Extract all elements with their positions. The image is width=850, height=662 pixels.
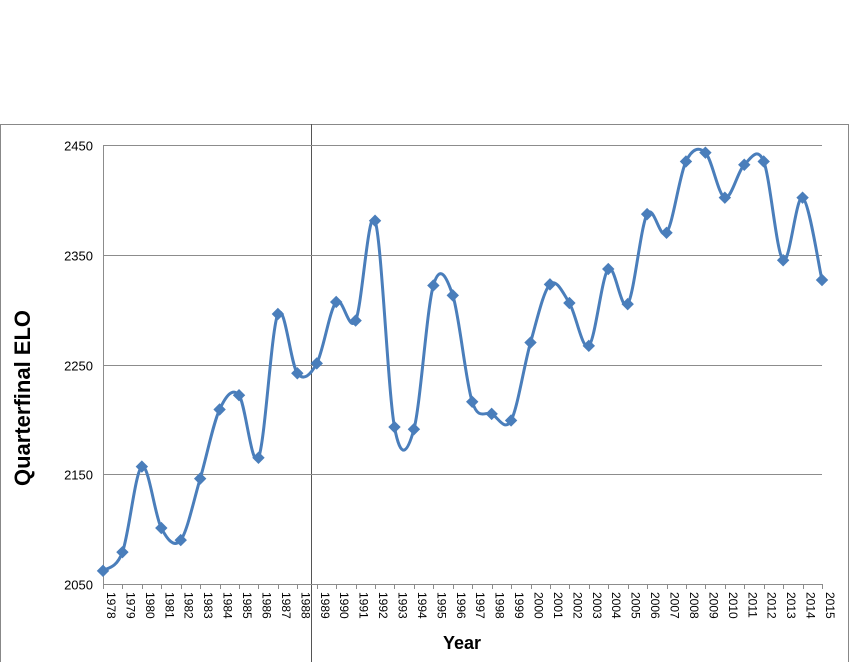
- data-point-1999: [504, 414, 518, 427]
- x-tick-label: 2002: [570, 592, 584, 619]
- x-tick-label: 2006: [648, 592, 662, 619]
- y-tick-label: 2350: [64, 249, 93, 264]
- x-tick-label: 2003: [590, 592, 604, 619]
- x-tick-label: 1993: [395, 592, 409, 619]
- x-tick-label: 2007: [668, 592, 682, 619]
- data-point-2004: [602, 262, 615, 276]
- x-tick-label: 1978: [104, 592, 118, 619]
- x-tick-label: 1988: [298, 592, 312, 619]
- x-tick-label: 1979: [123, 592, 137, 619]
- y-tick-label: 2050: [64, 578, 93, 593]
- data-point-1991: [349, 314, 362, 327]
- data-point-1996: [446, 289, 459, 302]
- series-line: [101, 147, 824, 573]
- x-tick-label: 1994: [415, 592, 429, 619]
- data-point-1994: [407, 423, 421, 436]
- y-axis-title: Quarterfinal ELO: [10, 310, 35, 486]
- x-tick-label: 1995: [434, 592, 448, 619]
- data-point-1990: [329, 295, 343, 309]
- data-point-1979: [116, 545, 129, 559]
- x-tick-label: 1986: [259, 592, 273, 619]
- x-tick-label: 1992: [376, 592, 390, 619]
- data-point-1989: [310, 357, 323, 370]
- x-tick-label: 2005: [629, 592, 643, 619]
- x-tick-label: 1984: [221, 592, 235, 619]
- x-axis-title: Year: [443, 633, 481, 653]
- chart-area-border: [0, 124, 849, 662]
- y-tick-labels: 2050 2150 2250 2350 2450: [64, 139, 93, 593]
- x-tick-label: 1983: [201, 592, 215, 619]
- data-point-1980: [135, 460, 149, 473]
- x-tick-labels: 1978 1979 1980 1981 1982 1983 1984 1985 1986 1987…: [104, 592, 837, 619]
- y-tick-label: 2450: [64, 139, 93, 154]
- x-tick-label: 2001: [551, 592, 565, 619]
- x-tick-label: 1990: [337, 592, 351, 619]
- x-tick-label: 2000: [532, 592, 546, 619]
- x-tick-label: 2008: [687, 592, 701, 619]
- x-tick-label: 1981: [162, 592, 176, 619]
- data-point-2007: [660, 226, 673, 240]
- x-tick-label: 2014: [804, 592, 818, 619]
- x-tick-label: 1991: [357, 592, 371, 619]
- x-tick-label: 1999: [512, 592, 526, 619]
- data-point-1983: [193, 472, 207, 485]
- x-tick-label: 1996: [454, 592, 468, 619]
- x-tick-label: 2015: [823, 592, 837, 619]
- data-point-2001: [543, 278, 557, 291]
- data-point-1997: [466, 395, 479, 409]
- data-point-1995: [427, 279, 440, 292]
- data-point-2003: [582, 339, 596, 353]
- x-tick-label: 1982: [182, 592, 196, 619]
- data-point-2006: [640, 207, 654, 221]
- data-point-1992: [368, 214, 382, 227]
- data-point-1993: [388, 420, 401, 434]
- x-tick-label: 1987: [279, 592, 293, 619]
- y-tick-label: 2250: [64, 359, 93, 374]
- x-tick-label: 2011: [745, 592, 759, 618]
- x-tick-label: 1998: [493, 592, 507, 619]
- data-point-2005: [621, 297, 634, 311]
- data-point-2011: [738, 158, 751, 171]
- data-point-1987: [271, 307, 285, 321]
- x-tick-label: 1989: [318, 592, 332, 619]
- x-tick-label: 1985: [240, 592, 254, 619]
- data-point-1985: [232, 389, 246, 402]
- data-point-1982: [174, 533, 187, 547]
- data-point-2002: [563, 296, 576, 310]
- data-point-1978: [96, 564, 110, 578]
- data-point-2008: [679, 155, 693, 168]
- data-points: [96, 146, 829, 578]
- data-point-2010: [718, 191, 732, 204]
- data-point-2000: [524, 336, 537, 349]
- gridlines: [103, 145, 822, 475]
- data-point-1986: [252, 451, 265, 464]
- data-point-1998: [485, 407, 498, 421]
- data-point-2009: [699, 146, 712, 159]
- data-point-2015: [815, 273, 829, 287]
- data-point-1981: [155, 521, 168, 535]
- y-tick-label: 2150: [64, 468, 93, 483]
- x-tick-label: 1997: [473, 592, 487, 619]
- data-point-1984: [213, 403, 226, 416]
- x-tick-label: 1980: [143, 592, 157, 619]
- x-tick-label: 2009: [706, 592, 720, 619]
- x-tick-label: 2012: [765, 592, 779, 619]
- x-tick-label: 2004: [609, 592, 623, 619]
- series-layer: [101, 147, 824, 573]
- data-point-2014: [796, 191, 809, 204]
- data-point-1988: [291, 367, 304, 380]
- data-point-2012: [757, 155, 770, 168]
- data-point-2013: [776, 254, 790, 267]
- x-tick-label: 2010: [726, 592, 740, 619]
- axes: [103, 145, 823, 589]
- x-tick-label: 2013: [784, 592, 798, 619]
